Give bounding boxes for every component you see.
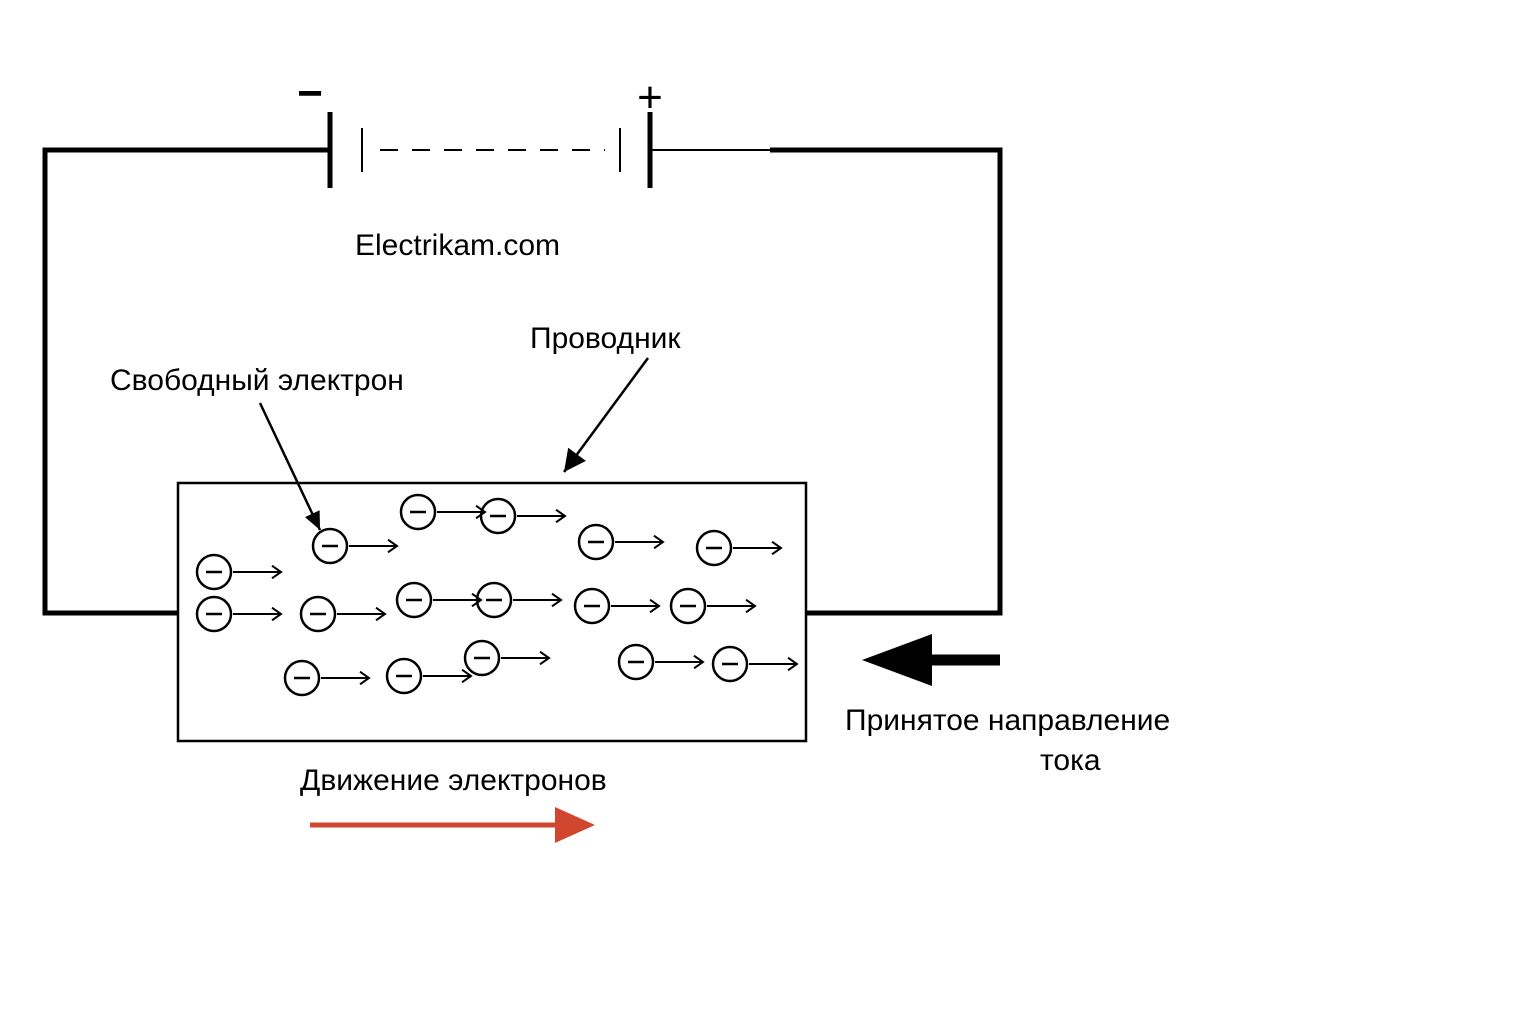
electron: [313, 529, 397, 563]
current-arrow-shaft: [930, 655, 1000, 666]
electron: [671, 589, 755, 623]
label-conductor: Проводник: [530, 322, 681, 355]
electron: [397, 583, 481, 617]
electron: [465, 641, 549, 675]
label-current-1: Принятое направление: [845, 704, 1170, 737]
electron: [575, 589, 659, 623]
electron: [477, 583, 561, 617]
watermark: Electrikam.com: [355, 229, 560, 262]
plus-label: +: [637, 73, 663, 122]
electron: [619, 645, 703, 679]
electron: [579, 525, 663, 559]
electron: [401, 495, 485, 529]
label-electron-motion: Движение электронов: [300, 764, 607, 797]
electron: [697, 531, 781, 565]
electron: [197, 555, 281, 589]
label-free-electron: Свободный электрон: [110, 364, 404, 397]
electron: [481, 499, 565, 533]
flow-arrow-head: [555, 807, 595, 843]
electron: [713, 647, 797, 681]
electron: [285, 661, 369, 695]
conductor-box: [178, 483, 806, 741]
electron: [387, 659, 471, 693]
label-current-2: тока: [1040, 744, 1101, 777]
current-arrow-head: [862, 634, 932, 686]
electron: [301, 597, 385, 631]
minus-label: −: [297, 69, 323, 118]
electron: [197, 597, 281, 631]
callout-free-electron: [260, 403, 320, 530]
